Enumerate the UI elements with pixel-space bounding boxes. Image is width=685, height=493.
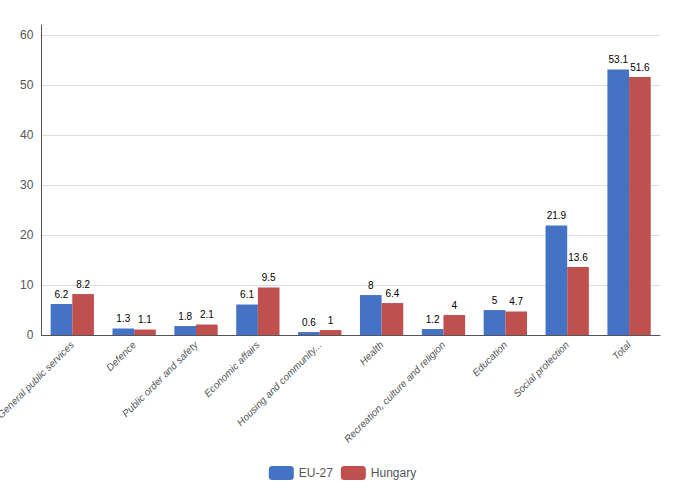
- svg-text:1.3: 1.3: [116, 313, 130, 324]
- svg-text:Hungary: Hungary: [371, 466, 416, 480]
- svg-text:13.6: 13.6: [568, 252, 588, 263]
- svg-text:8.2: 8.2: [76, 279, 90, 290]
- svg-text:0: 0: [27, 328, 34, 342]
- svg-text:51.6: 51.6: [630, 62, 650, 73]
- svg-text:Education: Education: [470, 339, 509, 378]
- svg-text:60: 60: [20, 28, 34, 42]
- svg-text:4.7: 4.7: [509, 296, 523, 307]
- svg-text:Housing and community...: Housing and community...: [235, 339, 324, 428]
- svg-text:40: 40: [20, 128, 34, 142]
- svg-text:Economic affairs: Economic affairs: [202, 339, 262, 399]
- svg-text:10: 10: [20, 278, 34, 292]
- svg-text:1.2: 1.2: [426, 314, 440, 325]
- svg-text:6.4: 6.4: [385, 288, 399, 299]
- svg-text:8: 8: [368, 280, 374, 291]
- svg-text:6.2: 6.2: [55, 289, 69, 300]
- svg-text:9.5: 9.5: [262, 272, 276, 283]
- svg-text:EU-27: EU-27: [299, 466, 333, 480]
- svg-text:1: 1: [328, 315, 334, 326]
- svg-text:53.1: 53.1: [609, 54, 629, 65]
- svg-text:20: 20: [20, 228, 34, 242]
- svg-text:5: 5: [492, 295, 498, 306]
- svg-text:30: 30: [20, 178, 34, 192]
- svg-text:0.6: 0.6: [302, 317, 316, 328]
- svg-text:Recreation, culture and religi: Recreation, culture and religion: [342, 339, 448, 445]
- svg-text:General public services: General public services: [0, 339, 76, 420]
- svg-text:Public order and safety: Public order and safety: [120, 338, 201, 419]
- svg-text:2.1: 2.1: [200, 309, 214, 320]
- svg-text:Total: Total: [610, 339, 633, 362]
- svg-text:1.1: 1.1: [138, 314, 152, 325]
- svg-text:Defence: Defence: [104, 339, 138, 373]
- svg-text:Health: Health: [357, 339, 386, 368]
- svg-text:Social protection: Social protection: [511, 339, 571, 399]
- svg-text:6.1: 6.1: [240, 289, 254, 300]
- svg-text:50: 50: [20, 78, 34, 92]
- svg-text:1.8: 1.8: [178, 311, 192, 322]
- svg-text:21.9: 21.9: [547, 210, 567, 221]
- svg-text:4: 4: [452, 300, 458, 311]
